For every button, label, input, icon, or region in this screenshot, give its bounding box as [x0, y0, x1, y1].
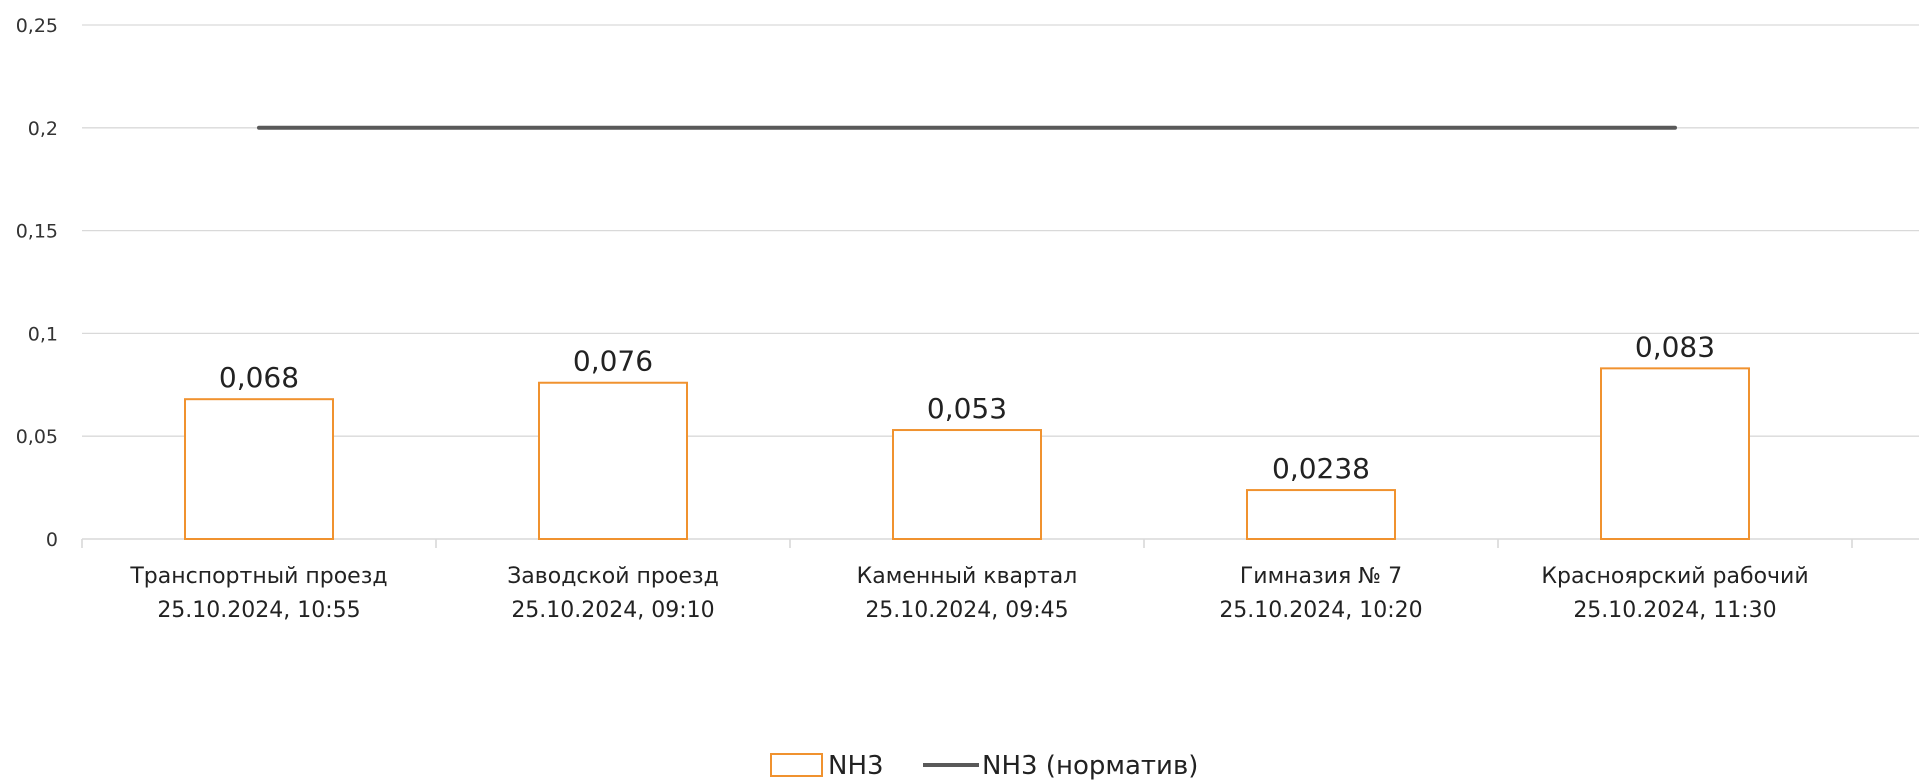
data-label: 0,053 [927, 392, 1007, 425]
bars [184, 367, 1750, 541]
x-axis-categories: Транспортный проезд 25.10.2024, 10:55 Заво… [129, 564, 1808, 623]
data-label: 0,076 [573, 345, 653, 378]
x-axis [81, 538, 1919, 548]
bar-nh3 [184, 398, 334, 540]
x-category-label: Гимназия № 7 25.10.2024, 10:20 [1219, 564, 1422, 623]
x-category-label: Каменный квартал 25.10.2024, 09:45 [857, 564, 1078, 623]
y-tick-label: 0,15 [16, 221, 58, 243]
x-category-label: Красноярский рабочий 25.10.2024, 11:30 [1541, 564, 1808, 623]
y-tick-label: 0 [46, 529, 58, 551]
bar-nh3 [1246, 489, 1396, 540]
data-label: 0,0238 [1272, 452, 1370, 485]
y-tick-label: 0,05 [16, 426, 58, 448]
legend-label-nh3-normative: NH3 (норматив) [982, 751, 1198, 781]
bar-nh3 [538, 381, 688, 540]
data-label: 0,068 [219, 361, 299, 394]
legend-label-nh3: NH3 [828, 751, 884, 781]
bar-nh3 [892, 429, 1042, 541]
legend: NH3 NH3 (норматив) [770, 751, 1198, 781]
bar-nh3 [1600, 367, 1750, 540]
y-tick-label: 0,2 [28, 118, 58, 140]
legend-swatch-nh3 [770, 753, 823, 777]
data-labels: 0,068 0,076 0,053 0,0238 0,083 [219, 330, 1715, 485]
y-tick-label: 0,1 [28, 323, 58, 345]
x-category-label: Заводской проезд 25.10.2024, 09:10 [507, 564, 719, 623]
y-axis-ticks: 0 0,05 0,1 0,15 0,2 0,25 [16, 15, 58, 551]
x-category-label: Транспортный проезд 25.10.2024, 10:55 [129, 564, 387, 623]
y-tick-label: 0,25 [16, 15, 58, 37]
data-label: 0,083 [1635, 330, 1715, 363]
